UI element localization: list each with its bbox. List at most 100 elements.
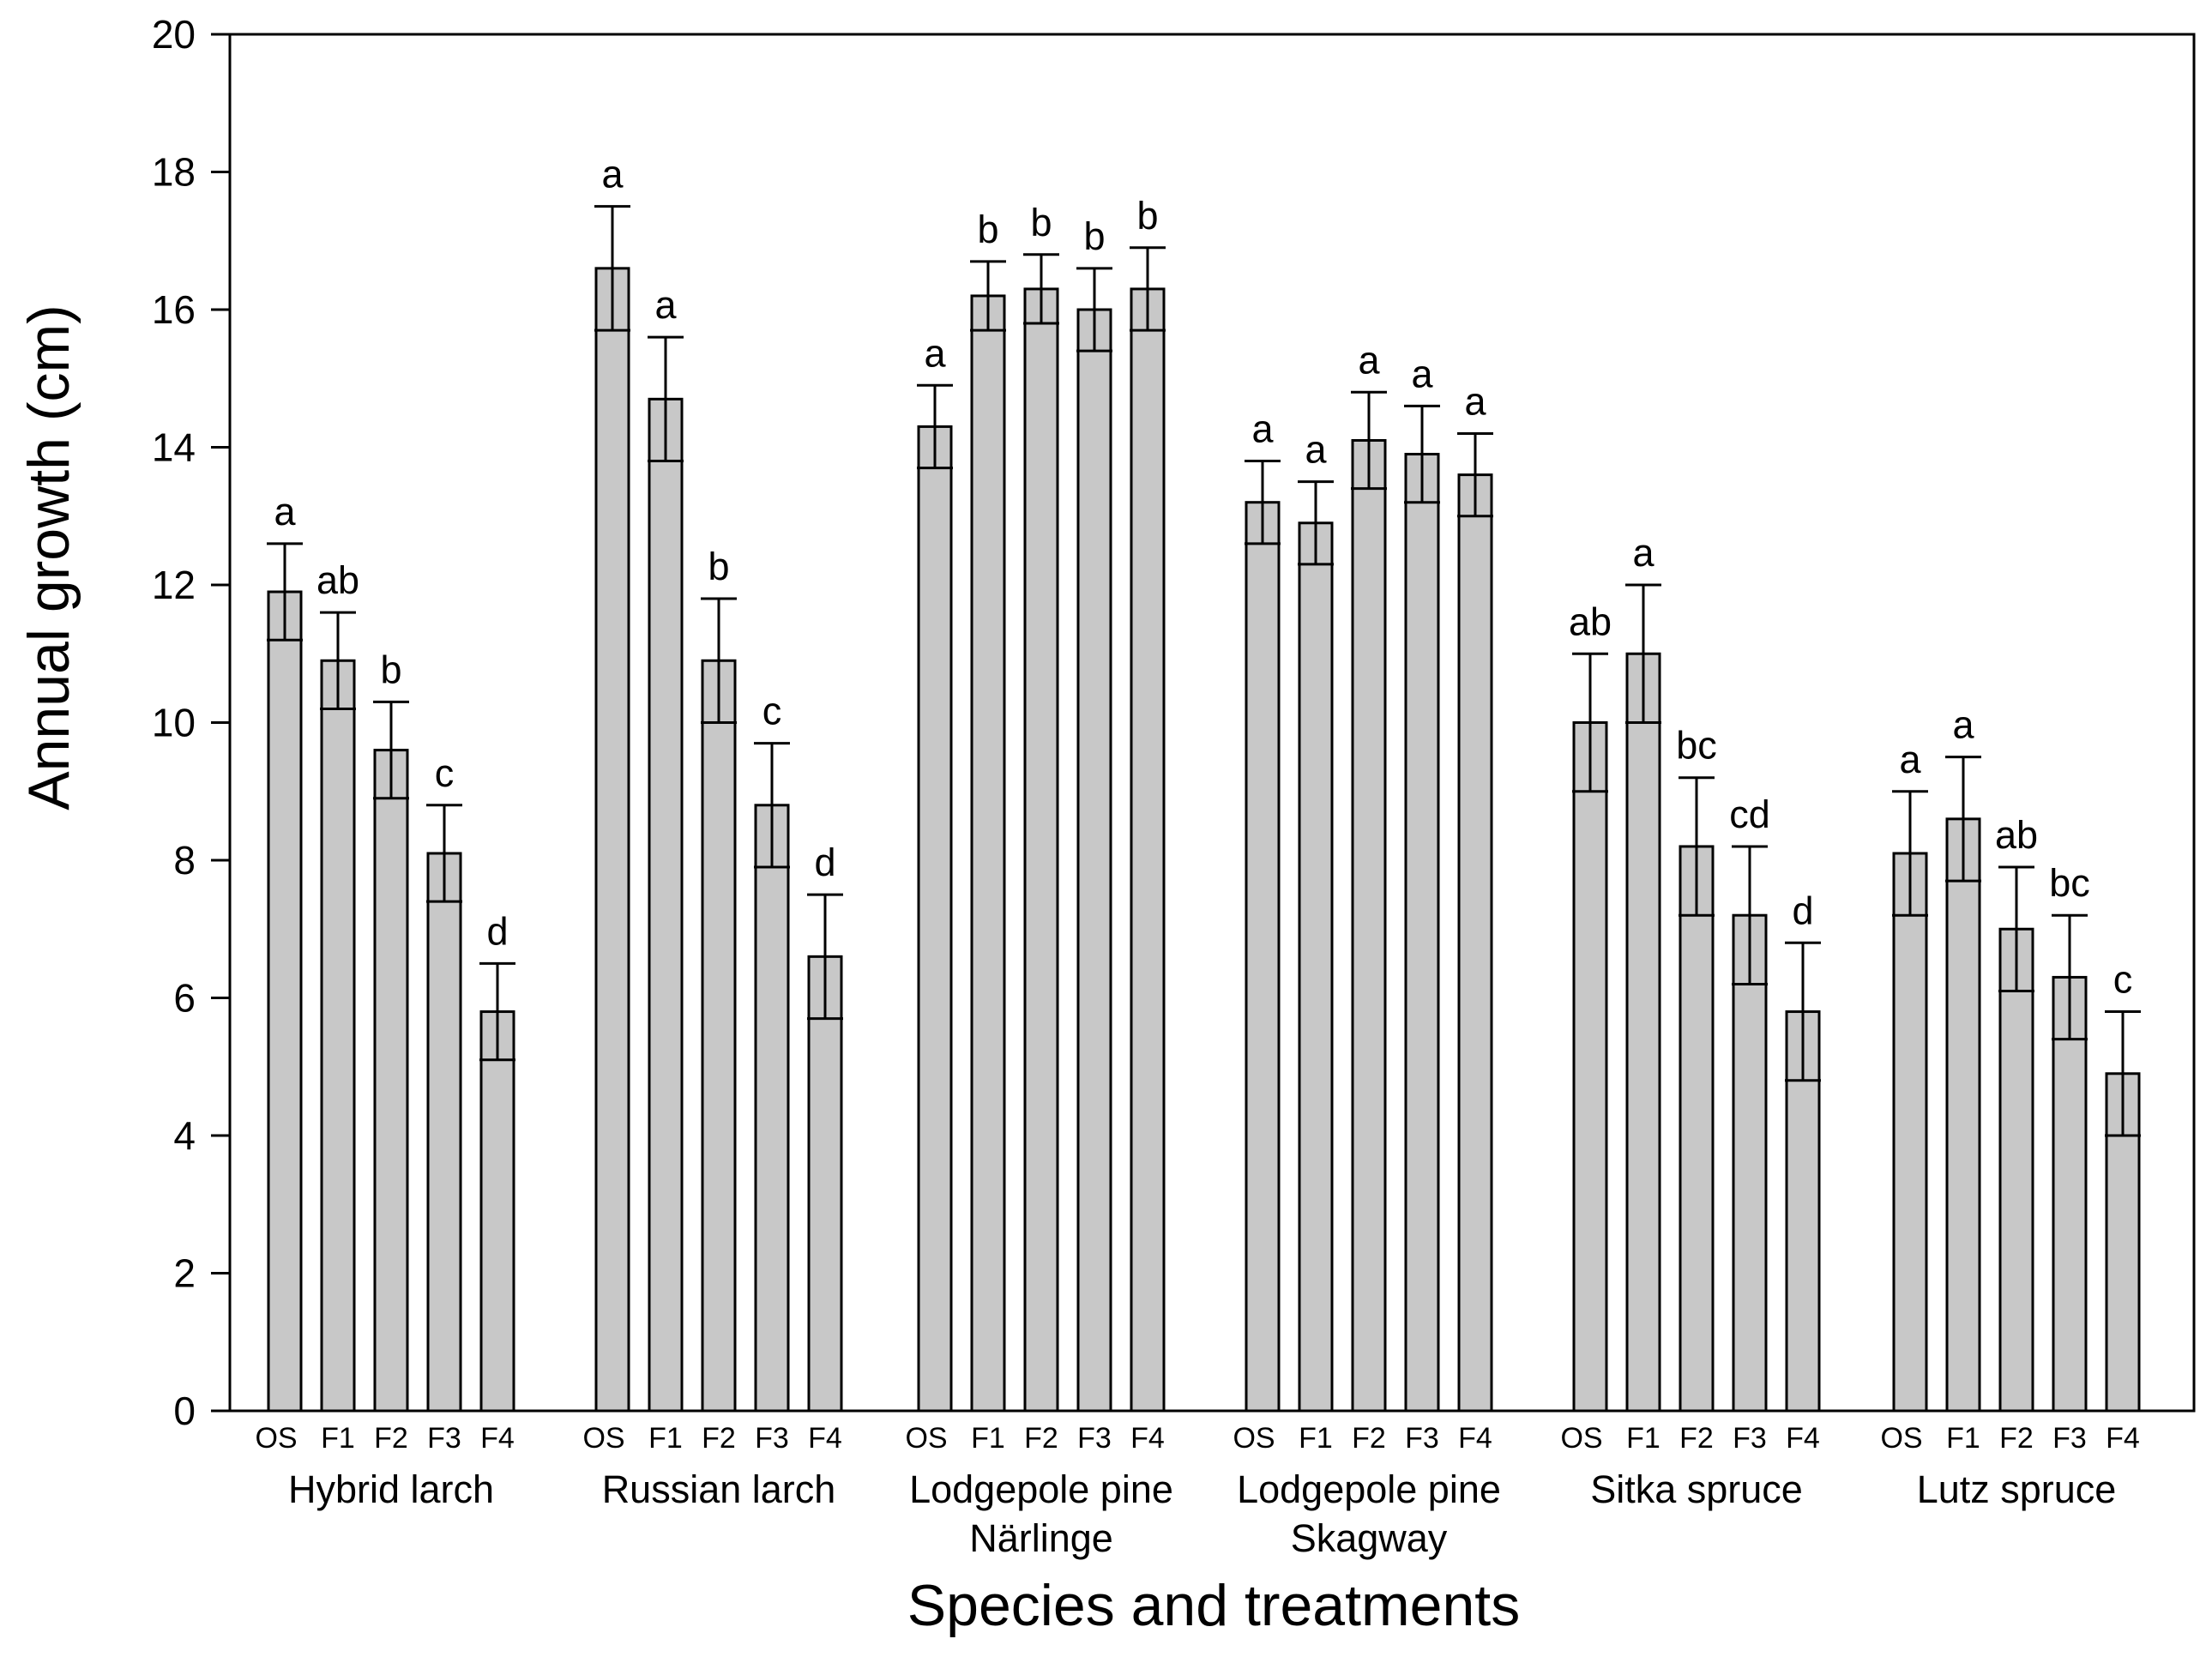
treatment-label: OS <box>1560 1422 1602 1455</box>
treatment-label: F1 <box>648 1422 683 1455</box>
treatment-label: OS <box>582 1422 624 1455</box>
bar <box>1732 913 1768 1413</box>
bar <box>970 294 1006 1413</box>
treatment-label: F2 <box>374 1422 408 1455</box>
bar <box>1998 927 2034 1413</box>
significance-label: a <box>1251 407 1274 451</box>
treatment-label: F1 <box>1299 1422 1333 1455</box>
significance-label: d <box>486 909 508 953</box>
treatment-label: F3 <box>2052 1422 2087 1455</box>
treatment-label: F3 <box>1733 1422 1767 1455</box>
significance-label: b <box>977 208 998 251</box>
y-tick-label: 12 <box>152 563 196 607</box>
bar <box>479 1010 515 1413</box>
treatment-label: F2 <box>702 1422 736 1455</box>
treatment-label: OS <box>1233 1422 1275 1455</box>
y-tick-label: 16 <box>152 287 196 332</box>
bar <box>1945 817 1981 1413</box>
bar <box>1023 287 1059 1413</box>
bar <box>594 267 630 1413</box>
significance-label: b <box>1136 194 1158 238</box>
significance-label: ab <box>1995 813 2038 857</box>
significance-label: d <box>814 841 835 884</box>
bar <box>1457 473 1493 1413</box>
bar <box>1404 453 1440 1413</box>
treatment-label: F3 <box>1405 1422 1439 1455</box>
treatment-label: F4 <box>1458 1422 1492 1455</box>
group-label: Russian larch <box>602 1467 836 1511</box>
treatment-label: F1 <box>1626 1422 1661 1455</box>
treatment-label: F4 <box>1786 1422 1820 1455</box>
y-tick-label: 10 <box>152 701 196 745</box>
significance-label: d <box>1792 889 1813 932</box>
treatment-label: F1 <box>1946 1422 1980 1455</box>
treatment-label: F4 <box>1130 1422 1165 1455</box>
bar <box>267 590 303 1413</box>
bar <box>648 397 684 1413</box>
significance-label: c <box>2113 958 2133 1002</box>
significance-label: a <box>924 331 946 375</box>
significance-label: a <box>1411 352 1433 395</box>
significance-label: b <box>1083 214 1105 258</box>
treatment-label: F4 <box>2106 1422 2140 1455</box>
bar <box>701 659 737 1413</box>
treatment-label: F3 <box>427 1422 461 1455</box>
group-label: Lodgepole pine <box>1237 1467 1501 1511</box>
y-tick-label: 4 <box>173 1113 196 1158</box>
bar <box>1076 308 1112 1413</box>
bar <box>1351 438 1387 1413</box>
bar <box>1572 721 1608 1413</box>
axes-layer <box>211 33 2196 1413</box>
treatment-label: F2 <box>1352 1422 1386 1455</box>
significance-label: a <box>654 283 677 327</box>
treatment-label: F2 <box>1024 1422 1058 1455</box>
significance-label: a <box>601 153 624 196</box>
significance-label: ab <box>316 558 359 602</box>
group-label: Sitka spruce <box>1590 1467 1803 1511</box>
significance-label: b <box>1030 201 1052 244</box>
treatment-label: F3 <box>755 1422 789 1455</box>
group-label: Hybrid larch <box>288 1467 494 1511</box>
bar <box>1245 501 1281 1413</box>
group-label: Skagway <box>1291 1516 1448 1560</box>
treatment-label: OS <box>1880 1422 1922 1455</box>
significance-label: ab <box>1569 600 1612 643</box>
significance-label: c <box>435 751 455 795</box>
y-tick-label: 6 <box>173 976 196 1021</box>
significance-label: a <box>1632 531 1654 575</box>
bar <box>917 425 953 1413</box>
y-tick-label: 0 <box>173 1389 196 1433</box>
significance-label: a <box>1305 428 1327 472</box>
bar <box>807 955 843 1413</box>
bar <box>373 749 409 1413</box>
x-axis-title: Species and treatments <box>907 1573 1520 1638</box>
bar <box>754 804 790 1413</box>
bars-layer <box>267 267 2141 1413</box>
treatment-label: F2 <box>1679 1422 1714 1455</box>
treatment-label: OS <box>255 1422 297 1455</box>
significance-label: cd <box>1729 792 1770 836</box>
bar <box>426 852 462 1413</box>
bar <box>1625 652 1661 1413</box>
significance-label: bc <box>1676 724 1717 768</box>
group-label: Närlinge <box>969 1516 1113 1560</box>
bar <box>1892 852 1928 1413</box>
bar <box>1130 287 1166 1413</box>
bar <box>1679 845 1715 1413</box>
significance-label: bc <box>2049 861 2090 905</box>
significance-label: a <box>1464 379 1486 423</box>
y-tick-label: 20 <box>152 12 196 57</box>
treatment-label: F1 <box>321 1422 355 1455</box>
error-bars-layer <box>267 205 2141 1137</box>
group-label: Lutz spruce <box>1917 1467 2117 1511</box>
significance-label: a <box>1899 738 1921 781</box>
significance-label: c <box>762 690 782 733</box>
treatment-label: F2 <box>1999 1422 2034 1455</box>
y-tick-label: 8 <box>173 838 196 883</box>
y-axis-title: Annual growth (cm) <box>16 304 81 810</box>
bar <box>1298 521 1334 1413</box>
treatment-label: F1 <box>971 1422 1005 1455</box>
